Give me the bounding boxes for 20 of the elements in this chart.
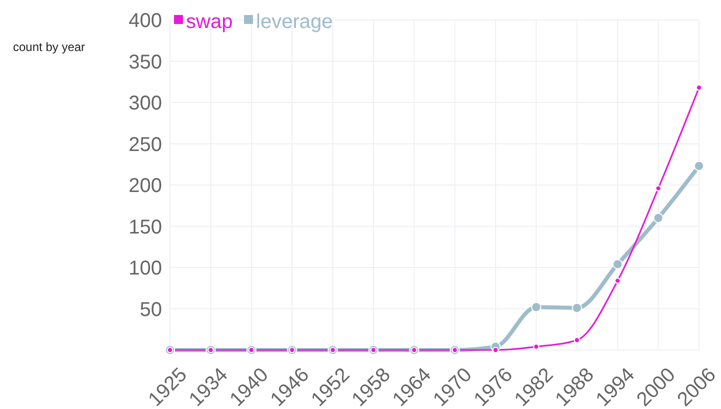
y-tick-label: 200 <box>128 175 162 197</box>
point <box>531 302 542 312</box>
y-tick-label: 400 <box>128 10 162 32</box>
point <box>612 259 623 270</box>
point <box>696 84 702 91</box>
legend-label: swap <box>186 11 233 33</box>
point <box>694 160 704 172</box>
point <box>653 212 664 224</box>
point <box>533 344 540 350</box>
legend-label: leverage <box>256 11 333 33</box>
point <box>492 346 499 354</box>
y-tick-label: 150 <box>128 216 162 238</box>
y-tick-label: 100 <box>128 258 162 280</box>
point <box>574 337 580 344</box>
y-tick-label: 250 <box>128 134 162 156</box>
y-tick-label: 300 <box>128 92 162 114</box>
y-axis-title: count by year <box>13 40 86 54</box>
y-tick-label: 350 <box>128 51 162 74</box>
point <box>572 302 582 314</box>
y-tick-label: 50 <box>140 298 162 321</box>
